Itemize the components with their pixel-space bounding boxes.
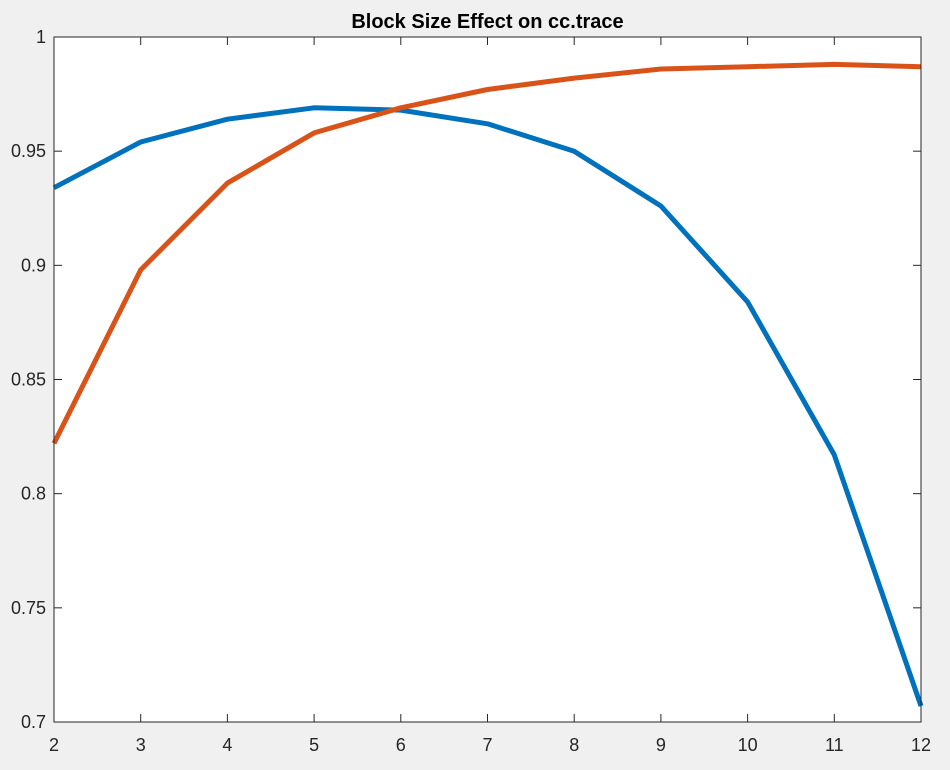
x-tick-label: 3 <box>136 735 146 755</box>
y-tick-label: 0.95 <box>11 141 46 161</box>
series-layer <box>51 61 924 707</box>
series-line-1 <box>52 105 924 707</box>
x-tick-label: 4 <box>222 735 232 755</box>
x-tick-label: 5 <box>309 735 319 755</box>
x-tick-label: 2 <box>49 735 59 755</box>
x-tick-label: 9 <box>656 735 666 755</box>
x-tick-label: 8 <box>569 735 579 755</box>
y-tick-label: 0.75 <box>11 598 46 618</box>
tick-layer: 2 3 4 5 6 7 8 9 10 11 12 0.7 0.75 0.8 0.85 0.9 0.95 1 <box>11 27 931 755</box>
y-tick-label: 0.9 <box>21 255 46 275</box>
x-tick-label: 11 <box>825 735 844 755</box>
series-line-2 <box>51 61 922 445</box>
y-tick-label: 0.8 <box>21 484 46 504</box>
x-tick-label: 10 <box>738 735 758 755</box>
y-tick-label: 0.7 <box>21 712 46 732</box>
x-tick-label: 7 <box>482 735 492 755</box>
x-tick-label: 12 <box>911 735 931 755</box>
y-tick-label: 0.85 <box>11 370 46 390</box>
chart-title: Block Size Effect on cc.trace <box>351 11 623 33</box>
x-tick-label: 6 <box>396 735 406 755</box>
plot-area <box>54 37 921 722</box>
y-tick-label: 1 <box>36 27 46 47</box>
